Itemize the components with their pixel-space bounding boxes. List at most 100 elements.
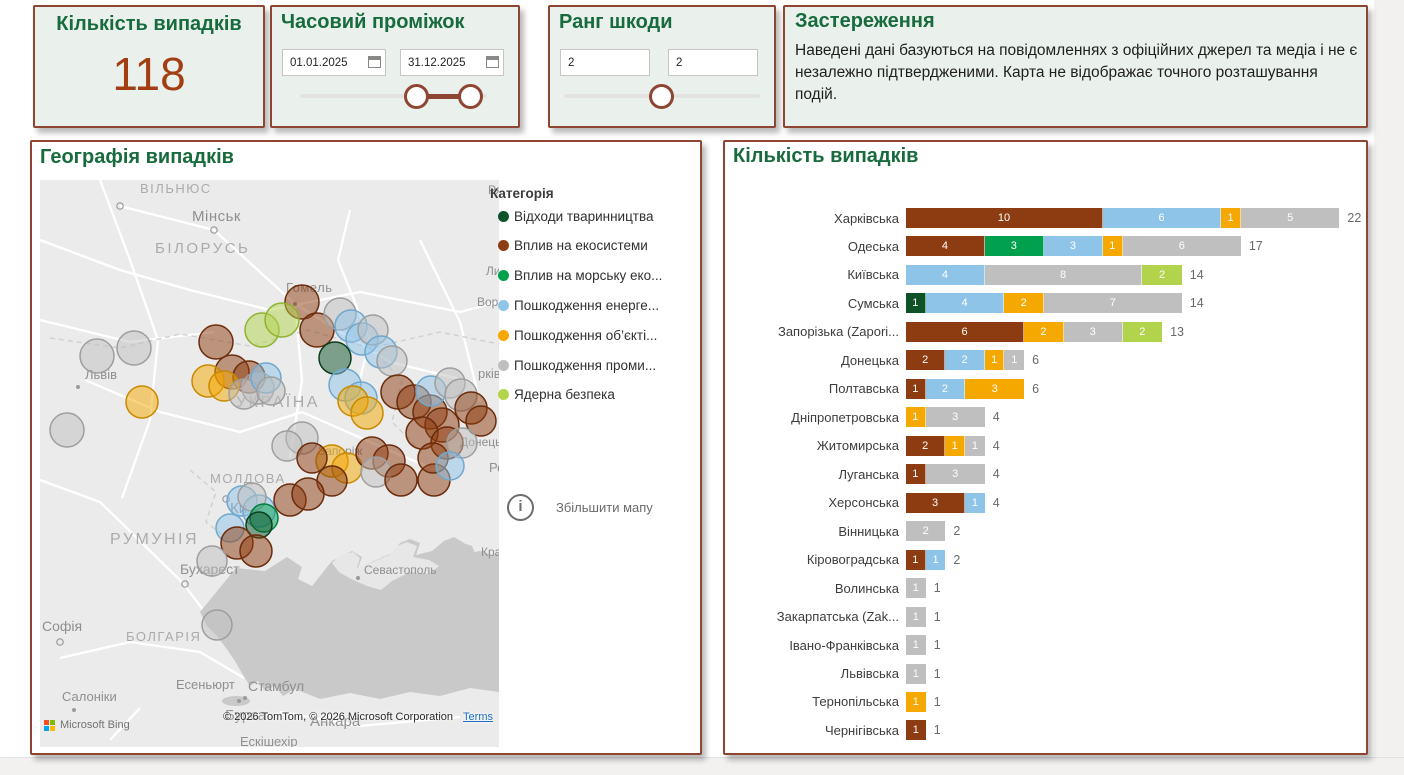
incident-bubble-eco[interactable]: [465, 405, 497, 437]
bar-segment-energy[interactable]: 2: [925, 378, 966, 399]
bar-segment-objects[interactable]: 2: [1004, 293, 1044, 314]
info-icon[interactable]: [507, 494, 534, 521]
bar-segment-industry[interactable]: 1: [1004, 350, 1025, 371]
incident-bubble-eco[interactable]: [198, 324, 234, 360]
legend-item-industry[interactable]: Пошкодження проми...: [490, 355, 656, 375]
bar-stack: 1: [906, 578, 926, 599]
start-date-input[interactable]: [282, 49, 386, 76]
bar-segment-eco[interactable]: 3: [906, 492, 966, 513]
bar-segment-energy[interactable]: 4: [906, 264, 985, 285]
date-slider-handle-end[interactable]: [458, 84, 483, 109]
bar-segment-eco[interactable]: 10: [906, 208, 1103, 228]
bar-total-label: 1: [933, 666, 941, 681]
calendar-icon[interactable]: [368, 56, 381, 68]
incident-bubble-objects[interactable]: [125, 385, 159, 419]
bar-segment-industry[interactable]: 1: [906, 635, 926, 656]
incident-bubble-energy[interactable]: [435, 451, 465, 481]
legend-item-nuclear[interactable]: Ядерна безпека: [490, 385, 615, 405]
bar-segment-industry[interactable]: 1: [906, 606, 926, 627]
damage-rank-slicer: Ранг шкоди: [548, 5, 776, 128]
bar-segment-objects[interactable]: 2: [1024, 321, 1064, 342]
bar-category-label: Івано-Франківська: [789, 637, 899, 653]
bar-segment-eco[interactable]: 1: [906, 378, 926, 399]
table-row: Житомирська 2 1 1 4: [731, 432, 1000, 460]
bar-chart-panel: Кількість випадків Харківська 10 6 1 5 22 Одес…: [723, 140, 1368, 755]
bar-rows: Харківська 10 6 1 5 22 Одеська 4 3 3 1 6 17 Київська 4…: [725, 142, 1366, 753]
bar-segment-objects[interactable]: 1: [945, 435, 966, 456]
bar-segment-eco[interactable]: 2: [906, 435, 946, 456]
incident-bubble-eco[interactable]: [291, 477, 325, 511]
legend-color-dot: [498, 270, 509, 282]
incident-bubble-eco[interactable]: [384, 463, 418, 497]
bing-map[interactable]: ВІЛЬНЮСМінськБІЛОРУСЬГомельРяЛиВорЛьвівУ…: [40, 180, 499, 747]
bar-total-label: 2: [953, 552, 961, 567]
legend-item-marine[interactable]: Вплив на морську еко...: [490, 266, 662, 286]
bar-segment-eco[interactable]: 1: [906, 720, 926, 741]
bar-segment-objects[interactable]: 3: [965, 378, 1025, 399]
bar-segment-objects[interactable]: 1: [1102, 236, 1123, 257]
bar-segment-industry[interactable]: 8: [984, 264, 1143, 285]
bar-segment-industry[interactable]: 6: [1122, 236, 1241, 257]
bar-segment-industry[interactable]: 1: [965, 435, 985, 456]
bar-segment-industry[interactable]: 3: [925, 407, 985, 428]
legend-item-energy[interactable]: Пошкодження енерге...: [490, 295, 659, 315]
incident-bubble-industry[interactable]: [49, 412, 85, 448]
bar-segment-industry[interactable]: 3: [1063, 321, 1123, 342]
terms-link[interactable]: Terms: [463, 711, 493, 723]
bar-segment-marine[interactable]: 3: [984, 236, 1044, 257]
incident-bubble-industry[interactable]: [201, 609, 233, 641]
incident-bubble-industry[interactable]: [256, 376, 286, 406]
date-slider-track[interactable]: [300, 94, 487, 98]
incident-bubble-objects[interactable]: [350, 396, 384, 430]
rank-min-input[interactable]: [560, 49, 650, 76]
incident-bubble-industry[interactable]: [376, 345, 408, 377]
bar-segment-eco[interactable]: 1: [906, 464, 926, 485]
bar-segment-objects[interactable]: 1: [984, 350, 1005, 371]
bar-segment-objects[interactable]: 1: [906, 691, 926, 712]
bar-segment-animal[interactable]: 1: [906, 293, 926, 314]
map-place-label: БОЛГАРІЯ: [126, 629, 201, 644]
incident-bubble-nuclear[interactable]: [264, 302, 300, 338]
bar-segment-energy[interactable]: 3: [1043, 236, 1103, 257]
bar-segment-industry[interactable]: 3: [925, 464, 985, 485]
zoom-map-hint[interactable]: Збільшити мапу: [556, 500, 653, 515]
bar-segment-energy[interactable]: 4: [925, 293, 1005, 314]
incident-bubble-eco[interactable]: [239, 534, 273, 568]
bar-segment-industry[interactable]: 5: [1240, 208, 1340, 228]
incident-bubble-eco[interactable]: [296, 442, 328, 474]
bar-segment-industry[interactable]: 2: [906, 521, 946, 542]
rank-max-input[interactable]: [668, 49, 758, 76]
date-slider-active-range[interactable]: [417, 93, 470, 99]
incident-bubble-industry[interactable]: [116, 330, 152, 366]
map-place-label: БІЛОРУСЬ: [155, 240, 250, 257]
legend-item-eco[interactable]: Вплив на екосистеми: [490, 236, 648, 256]
bar-segment-industry[interactable]: 1: [906, 578, 926, 599]
bar-segment-objects[interactable]: 1: [906, 407, 926, 428]
bar-segment-eco[interactable]: 6: [906, 321, 1025, 342]
bar-segment-objects[interactable]: 1: [1221, 208, 1241, 228]
map-legend: Категорія: [490, 186, 700, 201]
legend-color-dot: [498, 299, 509, 311]
legend-item-objects[interactable]: Пошкодження об’єкті...: [490, 325, 657, 345]
bar-segment-energy[interactable]: 1: [925, 549, 946, 570]
bar-segment-energy[interactable]: 2: [945, 350, 985, 371]
bar-segment-industry[interactable]: 7: [1043, 293, 1182, 314]
incident-bubble-industry[interactable]: [79, 338, 115, 374]
bar-segment-energy[interactable]: 1: [965, 492, 985, 513]
bar-segment-eco[interactable]: 1: [906, 549, 926, 570]
bar-segment-industry[interactable]: 1: [906, 663, 926, 684]
legend-item-animal[interactable]: Відходи тваринництва: [490, 206, 654, 226]
rank-slider-handle[interactable]: [649, 84, 674, 109]
bar-segment-nuclear[interactable]: 2: [1122, 321, 1163, 342]
bar-segment-energy[interactable]: 6: [1103, 208, 1222, 228]
bar-total-label: 4: [992, 438, 1000, 453]
bar-segment-nuclear[interactable]: 2: [1142, 264, 1182, 285]
bing-logo: Microsoft Bing: [44, 719, 130, 731]
calendar-icon[interactable]: [486, 56, 499, 68]
bar-segment-eco[interactable]: 4: [906, 236, 985, 257]
date-slider-handle-start[interactable]: [404, 84, 429, 109]
incident-bubble-industry[interactable]: [196, 545, 228, 577]
bar-segment-eco[interactable]: 2: [906, 350, 946, 371]
